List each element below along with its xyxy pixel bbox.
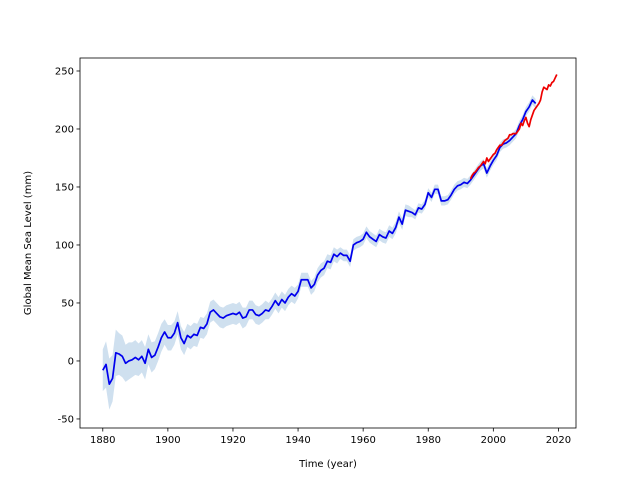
y-tick-label: -50 bbox=[58, 414, 74, 425]
x-tick-label: 2000 bbox=[481, 435, 506, 446]
x-tick-label: 1960 bbox=[350, 435, 375, 446]
x-tick-label: 1940 bbox=[285, 435, 310, 446]
plot-frame bbox=[79, 57, 577, 429]
line bbox=[469, 74, 558, 180]
y-tick-label: 100 bbox=[55, 240, 74, 251]
y-tick-label: 50 bbox=[61, 298, 74, 309]
x-tick-label: 1880 bbox=[90, 435, 115, 446]
y-tick-label: 150 bbox=[55, 182, 74, 193]
y-tick-label: 0 bbox=[68, 356, 74, 367]
x-tick-label: 2020 bbox=[546, 435, 571, 446]
x-tick-label: 1980 bbox=[416, 435, 441, 446]
x-tick-label: 1900 bbox=[155, 435, 180, 446]
y-tick-label: 250 bbox=[55, 66, 74, 77]
y-axis-label: Global Mean Sea Level (mm) bbox=[23, 171, 34, 315]
y-tick-label: 200 bbox=[55, 124, 74, 135]
line bbox=[102, 99, 537, 386]
x-tick-label: 1920 bbox=[220, 435, 245, 446]
uncertainty-band bbox=[102, 95, 536, 410]
x-axis-label: Time (year) bbox=[298, 459, 357, 470]
